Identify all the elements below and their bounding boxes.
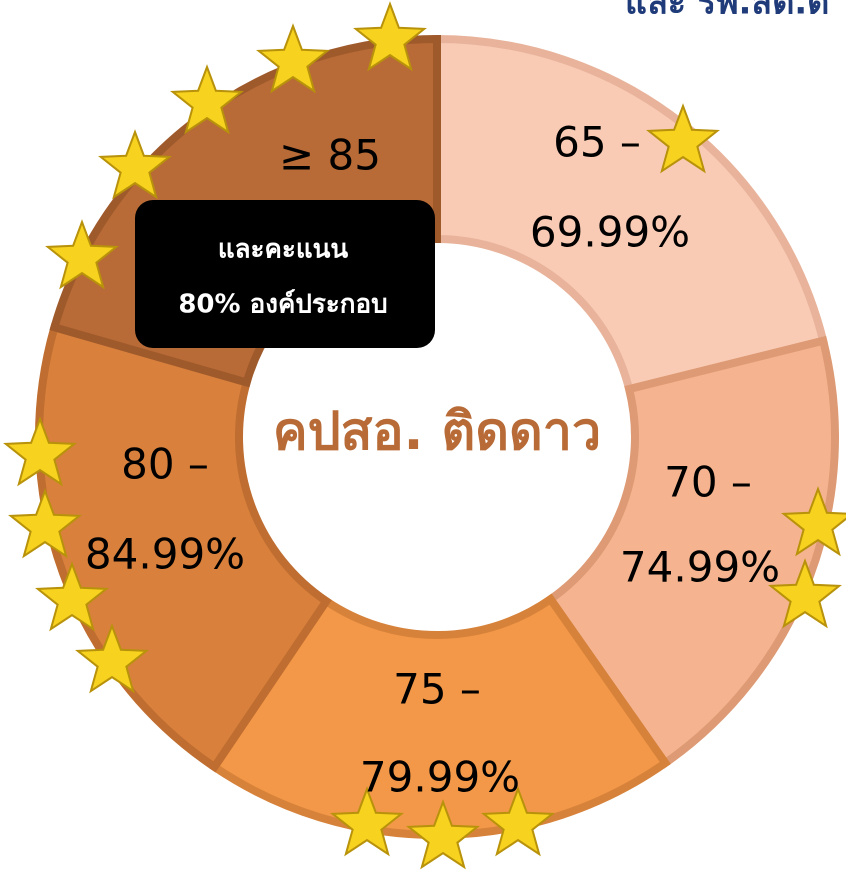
diagram: และ รพ.สต.ติ และคะแนน 80% องค์ประกอบ คปส… — [0, 0, 846, 872]
segment-label: 70 – — [664, 458, 752, 507]
segment-label: 79.99% — [360, 753, 520, 802]
segment-label: ≥ 85 — [279, 131, 381, 180]
segment-label: 69.99% — [530, 208, 690, 257]
segment-label: 75 – — [393, 665, 481, 714]
segment-label: 80 – — [121, 440, 209, 489]
header-title: และ รพ.สต.ติ — [625, 0, 829, 23]
segment-label: 65 – — [553, 118, 641, 167]
note-line: และคะแนน — [218, 235, 349, 265]
segment-label: 84.99% — [85, 530, 245, 579]
segment-label: 74.99% — [620, 543, 780, 592]
note-box — [135, 200, 435, 348]
center-label: คปสอ. ติดดาว — [273, 402, 601, 462]
note-line: 80% องค์ประกอบ — [178, 289, 387, 320]
